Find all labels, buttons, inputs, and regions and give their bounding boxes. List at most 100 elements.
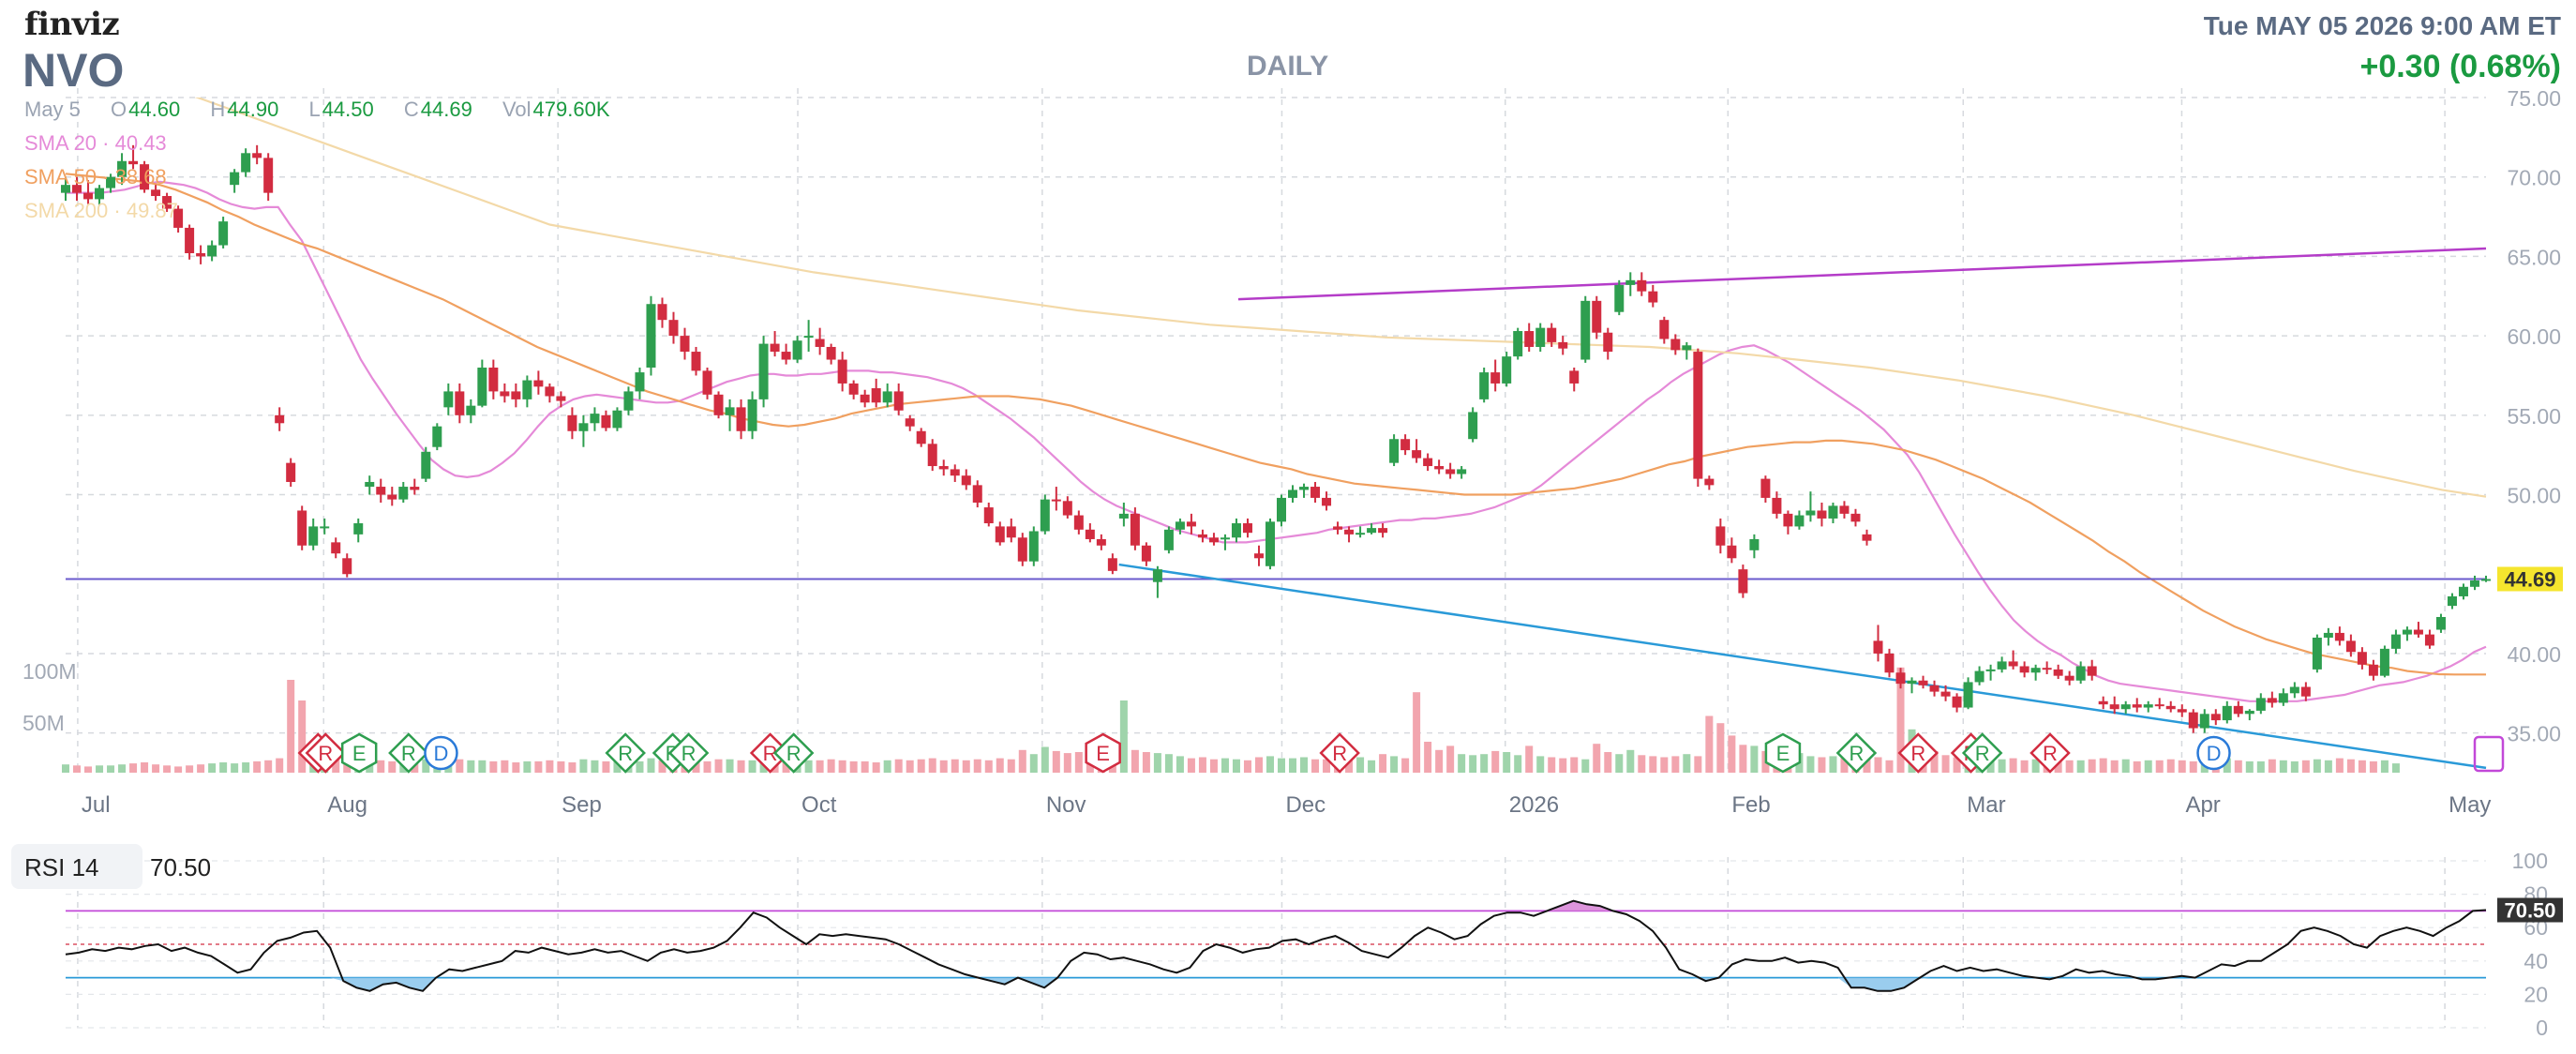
event-badge-r[interactable]: R xyxy=(305,732,347,774)
event-badge-letter: R xyxy=(318,742,333,765)
event-badge-d[interactable]: D xyxy=(2196,735,2231,771)
candle-body xyxy=(1253,553,1264,559)
volume-bar xyxy=(1896,667,1905,773)
candle-body xyxy=(1197,534,1207,538)
volume-bar xyxy=(489,760,498,773)
candle-body xyxy=(1783,513,1793,527)
event-badge-letter: R xyxy=(401,742,416,765)
event-markers[interactable]: RRERDRRRRRERERRRRRD xyxy=(297,732,2231,774)
candle-body xyxy=(1277,497,1287,522)
volume-bar xyxy=(636,760,644,773)
candle-body xyxy=(2289,686,2299,694)
candle-body xyxy=(1637,279,1647,292)
price-change: +0.30 (0.68%) xyxy=(2359,49,2561,84)
candle-body xyxy=(995,526,1005,543)
volume-bar xyxy=(512,762,520,773)
volume-bar xyxy=(1469,755,1477,773)
candle-body xyxy=(2402,629,2412,635)
candle-body xyxy=(2222,705,2232,721)
volume-bar xyxy=(1142,752,1150,773)
event-badge-r[interactable]: R xyxy=(1835,732,1878,774)
ticker-symbol[interactable]: NVO xyxy=(22,44,125,97)
candle-body xyxy=(2368,664,2378,676)
candle-body xyxy=(1457,469,1467,474)
finviz-logo[interactable]: finviz xyxy=(24,6,120,43)
rating-badge-shape xyxy=(1835,732,1878,774)
volume-bar xyxy=(287,680,295,773)
volume-bar xyxy=(163,765,172,773)
candle-body xyxy=(1322,497,1332,506)
event-badge-r[interactable]: R xyxy=(1897,732,1939,774)
volume-bar xyxy=(917,759,925,773)
volume-bar xyxy=(2358,760,2366,773)
timeframe-label[interactable]: DAILY xyxy=(1247,51,1329,82)
sma50-legend[interactable]: SMA 50 · 38.68 xyxy=(24,165,167,188)
candle-body xyxy=(1727,545,1737,559)
candle-body xyxy=(1715,526,1726,546)
candle-body xyxy=(466,405,476,415)
sma200-legend[interactable]: SMA 200 · 49.87 xyxy=(24,199,178,222)
volume-bar xyxy=(129,763,138,773)
volume-bar xyxy=(2020,760,2029,773)
rating-badge-shape xyxy=(772,732,815,774)
price-tick-label: 60.00 xyxy=(2507,324,2561,349)
volume-bar xyxy=(534,760,543,773)
month-label: Nov xyxy=(1046,792,1086,818)
event-badge-letter: E xyxy=(1096,742,1110,765)
candle-body xyxy=(601,414,611,429)
candle-body xyxy=(173,208,184,228)
sma50-value: 38.68 xyxy=(114,165,167,188)
candles[interactable] xyxy=(61,144,2491,733)
candle-body xyxy=(1085,529,1095,539)
volume-bar xyxy=(2110,760,2119,773)
rating-badge-shape xyxy=(1897,732,1939,774)
event-badge-r[interactable]: R xyxy=(1319,732,1360,774)
event-badge-e[interactable]: E xyxy=(1764,732,1802,774)
event-badge-r[interactable]: R xyxy=(2029,732,2071,774)
candle-body xyxy=(1839,505,1850,514)
sma20-line xyxy=(66,180,2487,702)
event-badge-e[interactable]: E xyxy=(340,732,378,774)
candle-body xyxy=(983,507,994,524)
datetime-label: Tue MAY 05 2026 9:00 AM ET xyxy=(2203,11,2561,40)
event-badge-r[interactable]: R xyxy=(667,732,710,774)
volume-bar xyxy=(1198,757,1206,773)
rsi-label-box[interactable] xyxy=(11,844,142,889)
event-badge-d[interactable]: D xyxy=(424,735,458,771)
volume-bar xyxy=(804,760,813,773)
candle-body xyxy=(207,245,217,257)
candle-body xyxy=(308,526,319,546)
volume-bar xyxy=(478,760,487,773)
volume-bar xyxy=(264,760,273,773)
volume-bar xyxy=(1232,759,1240,773)
rsi-tick-label: 20 xyxy=(2524,982,2548,1006)
candle-body xyxy=(1118,513,1129,519)
sma20-legend[interactable]: SMA 20 · 40.43 xyxy=(24,131,167,155)
candle-body xyxy=(1333,526,1343,530)
event-badge-r[interactable]: R xyxy=(388,732,429,774)
candle-body xyxy=(455,391,465,415)
event-badge-letter: R xyxy=(1975,742,1990,765)
volume-bar xyxy=(1593,744,1601,773)
candle-body xyxy=(1907,680,1917,685)
month-label: Apr xyxy=(2185,792,2220,818)
candle-body xyxy=(1952,696,1962,708)
candle-body xyxy=(758,343,769,399)
volume-bar xyxy=(1424,742,1432,773)
event-badge-r[interactable]: R xyxy=(1961,732,2003,774)
event-badge-r[interactable]: R xyxy=(605,732,646,774)
volume-label: Vol xyxy=(502,98,532,121)
event-badge-e[interactable]: E xyxy=(1085,732,1121,774)
volume-bar xyxy=(2088,759,2096,773)
month-label: Aug xyxy=(327,792,367,818)
event-badge-letter: E xyxy=(1776,742,1790,765)
volume-bar xyxy=(1153,753,1161,773)
volume-bar xyxy=(242,762,250,773)
event-badge-r[interactable]: R xyxy=(772,732,815,774)
candle-body xyxy=(241,153,251,173)
candle-body xyxy=(556,396,566,401)
candle-body xyxy=(871,388,881,403)
candle-body xyxy=(2278,693,2288,703)
